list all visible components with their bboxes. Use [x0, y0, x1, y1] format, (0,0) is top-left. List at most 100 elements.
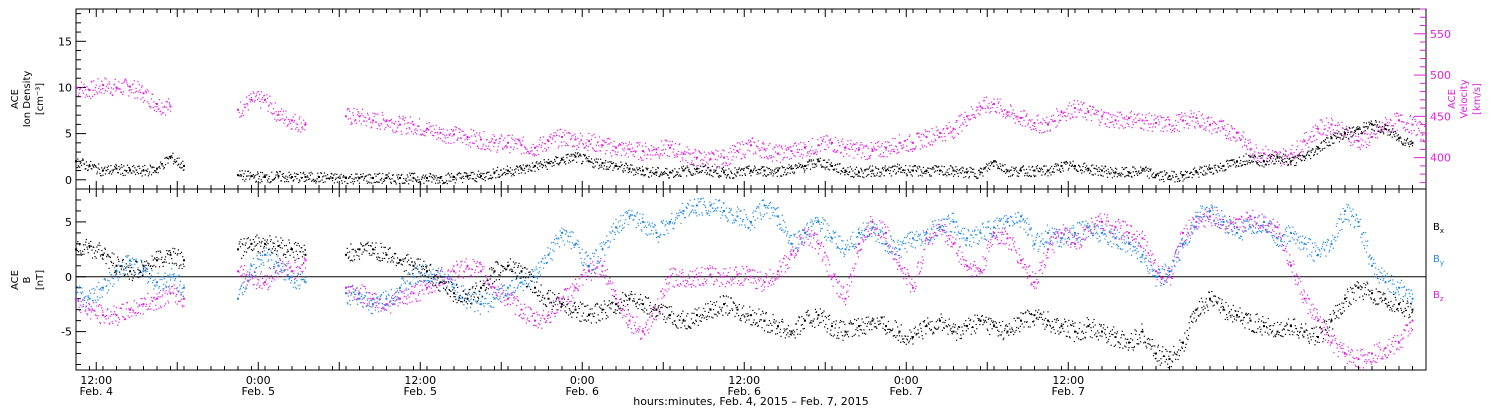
velocity-point	[723, 156, 725, 159]
density-sample	[1041, 168, 1044, 170]
density-sample	[755, 170, 757, 172]
density-sample	[1011, 175, 1013, 177]
density-sample	[934, 165, 936, 167]
velocity-sample	[505, 144, 507, 146]
density-sample	[1343, 131, 1345, 133]
density-sample	[327, 177, 329, 179]
density-point	[547, 162, 550, 165]
density-sample	[1003, 171, 1005, 173]
Bz-sample	[397, 305, 399, 307]
density-sample	[1200, 171, 1202, 174]
velocity-point	[966, 115, 968, 118]
density-sample	[1067, 169, 1069, 171]
density-sample	[423, 182, 425, 184]
density-sample	[811, 160, 813, 162]
density-sample	[385, 174, 387, 176]
density-sample	[617, 168, 620, 170]
density-sample	[177, 163, 180, 165]
velocity-sample	[1199, 126, 1201, 129]
density-sample	[784, 169, 786, 171]
density-sample	[910, 174, 912, 176]
velocity-sample	[706, 167, 709, 169]
velocity-sample	[749, 150, 751, 152]
velocity-sample	[1100, 121, 1102, 123]
velocity-sample	[1212, 129, 1214, 131]
Bz-sample	[121, 303, 123, 305]
velocity-sample	[847, 140, 849, 142]
velocity-axis-unit: [km/s]	[1472, 83, 1483, 115]
velocity-sample	[638, 158, 640, 161]
velocity-sample	[1418, 127, 1420, 129]
Bz-sample	[449, 271, 451, 273]
velocity-sample	[662, 149, 664, 151]
velocity-sample	[879, 153, 882, 155]
velocity-sample	[1198, 125, 1201, 127]
density-sample	[1306, 153, 1308, 155]
Bz-sample	[172, 293, 175, 295]
density-point	[331, 176, 334, 179]
density-sample	[1060, 161, 1063, 164]
Bz-sample	[301, 264, 303, 266]
density-sample	[1055, 165, 1058, 167]
density-sample	[428, 180, 430, 182]
velocity-sample	[1410, 130, 1412, 132]
Bz-sample	[417, 294, 419, 296]
velocity-sample	[1062, 112, 1064, 114]
density-sample	[448, 180, 450, 182]
velocity-sample	[655, 154, 657, 156]
Bz-sample	[638, 329, 640, 331]
density-sample	[482, 178, 485, 181]
velocity-sample	[398, 115, 400, 118]
density-sample	[596, 162, 599, 164]
density-sample	[1162, 176, 1164, 178]
Bz-sample	[436, 275, 438, 277]
density-sample	[881, 168, 883, 170]
density-sample	[1308, 154, 1310, 156]
velocity-sample	[520, 153, 523, 155]
density-sample	[456, 174, 458, 176]
density-sample	[782, 174, 785, 176]
density-sample	[326, 174, 329, 176]
Bz-sample	[362, 301, 364, 304]
velocity-sample	[739, 143, 742, 145]
velocity-sample	[1377, 129, 1379, 131]
density-sample	[131, 165, 134, 168]
velocity-sample	[1254, 151, 1256, 153]
velocity-sample	[973, 116, 975, 119]
density-sample	[1265, 164, 1268, 166]
velocity-sample	[446, 129, 448, 131]
density-sample	[434, 182, 437, 184]
Bz-sample	[103, 322, 105, 324]
density-sample	[1319, 148, 1321, 150]
density-sample	[381, 182, 383, 184]
velocity-sample	[841, 140, 843, 143]
velocity-sample	[479, 132, 481, 134]
density-sample	[905, 173, 907, 175]
density-sample	[735, 174, 737, 176]
velocity-sample	[879, 146, 881, 148]
density-sample	[1087, 170, 1089, 172]
velocity-sample	[1068, 112, 1070, 115]
density-sample	[1395, 139, 1398, 141]
velocity-sample	[882, 152, 885, 154]
velocity-sample	[554, 135, 556, 137]
velocity-sample	[1407, 122, 1409, 124]
density-sample	[312, 178, 315, 181]
density-sample	[339, 175, 341, 177]
density-point	[952, 169, 955, 172]
Bz-sample	[498, 291, 500, 294]
density-sample	[1310, 157, 1312, 160]
density-sample	[1219, 169, 1221, 172]
density-sample	[976, 177, 978, 179]
velocity-sample	[670, 144, 672, 146]
velocity-point	[561, 135, 563, 138]
Bz-sample	[429, 291, 431, 293]
density-sample	[564, 161, 566, 163]
velocity-sample	[735, 156, 737, 158]
velocity-sample	[907, 150, 909, 152]
Bz-sample	[465, 268, 467, 270]
Bz-sample	[487, 279, 489, 282]
density-sample	[488, 177, 491, 179]
density-sample	[882, 166, 884, 168]
Bz-sample	[458, 274, 460, 276]
